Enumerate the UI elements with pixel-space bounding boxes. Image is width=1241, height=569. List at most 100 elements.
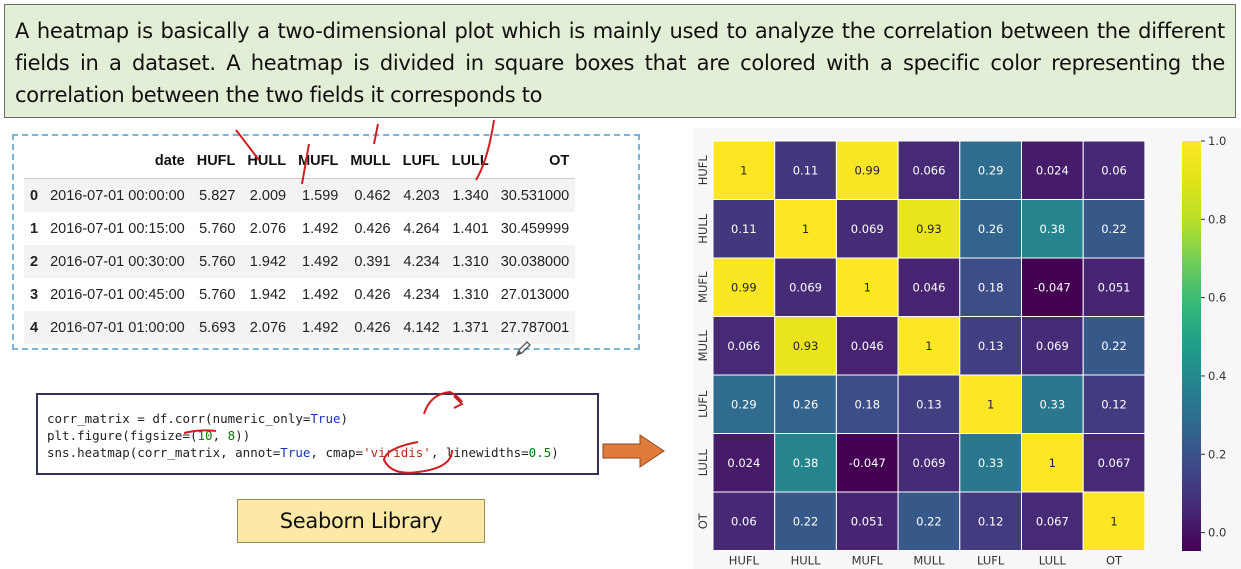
x-tick-label: MUFL	[852, 554, 884, 568]
table-cell: 2.076	[241, 311, 293, 344]
x-tick-label: HULL	[791, 554, 821, 568]
x-tick-label: HUFL	[729, 554, 760, 568]
cell-annotation: 0.12	[1101, 397, 1127, 411]
cell-annotation: 0.33	[1040, 397, 1066, 411]
table-cell: 1.492	[302, 220, 339, 237]
x-tick-label: LULL	[1039, 554, 1067, 568]
code-str: 'viridis'	[363, 445, 431, 460]
cell-annotation: 0.99	[731, 280, 757, 294]
code-line-2: plt.figure(figsize=(	[47, 428, 198, 443]
table-cell: 1.310	[445, 245, 495, 278]
heatmap-cell	[1021, 316, 1084, 376]
table-header-row: date HUFL HULL MUFL MULL LUFL LULL OT	[24, 148, 575, 179]
column-header: OT	[549, 153, 570, 169]
y-tick-label: LULL	[696, 449, 710, 477]
table-cell: 0.391	[344, 245, 397, 278]
heatmap-cell	[774, 199, 837, 259]
column-header: MULL	[350, 153, 391, 169]
cell-annotation: 0.069	[851, 222, 884, 236]
table-cell: 1.340	[445, 178, 495, 212]
cell-annotation: 0.11	[731, 222, 757, 236]
column-header	[24, 148, 44, 179]
table-cell: 2016-07-01 00:15:00	[50, 220, 185, 237]
table-cell: 4.264	[403, 220, 440, 237]
cell-annotation: 0.93	[916, 222, 942, 236]
cell-annotation: 0.13	[916, 397, 942, 411]
heatmap-cell	[1021, 491, 1084, 551]
code-span: )	[340, 411, 349, 426]
label-text: Seaborn Library	[279, 509, 443, 533]
row-index: 2	[24, 245, 45, 278]
code-span: , cmap=	[310, 445, 364, 460]
code-kw: True	[310, 411, 341, 426]
colorbar-tick-label: 0.8	[1208, 212, 1226, 226]
column-header: LUFL	[402, 153, 440, 169]
heatmap-cell	[1082, 257, 1146, 317]
cell-annotation: 1	[740, 163, 747, 177]
code-span: )	[551, 445, 559, 460]
heatmap-cell	[835, 140, 899, 200]
pencil-icon	[515, 341, 531, 357]
heatmap-cell	[959, 374, 1022, 434]
banner-text: A heatmap is basically a two-dimensional…	[15, 19, 1225, 107]
y-tick-label: MUFL	[696, 271, 710, 303]
colorbar	[1182, 141, 1201, 551]
table-cell: 1.310	[452, 286, 489, 303]
cell-annotation: 1	[987, 397, 994, 411]
heatmap-cell	[1021, 374, 1084, 434]
table-cell: 2016-07-01 01:00:00	[44, 311, 191, 344]
cell-annotation: 0.29	[978, 163, 1004, 177]
heatmap-cell	[712, 433, 776, 493]
heatmap-cell	[959, 433, 1022, 493]
cell-annotation: 0.99	[854, 163, 880, 177]
column-header: date	[154, 153, 185, 169]
x-tick-label: LUFL	[977, 554, 1005, 568]
code-num: 10	[197, 428, 213, 443]
correlation-heatmap: 1 0.11 0.99 0.066 0.29 0.024 0.06 0.11 1 0.069 0.9…	[696, 134, 1226, 568]
heatmap-cell	[774, 491, 837, 551]
cell-annotation: 0.024	[1036, 163, 1069, 177]
table-cell: 4.234	[396, 245, 446, 278]
table-cell: 1.371	[445, 311, 495, 344]
cell-annotation: 0.046	[912, 280, 945, 294]
code-span: ,	[212, 428, 228, 443]
table-cell: 30.038000	[494, 245, 576, 278]
table-cell: 1.942	[249, 286, 287, 303]
heatmap-cell	[897, 257, 961, 317]
table-cell: 30.459999	[500, 220, 570, 237]
code-num: 0.5	[528, 445, 552, 460]
table-row: 3 2016-07-01 00:45:00 5.760 1.942 1.492 0.426…	[24, 278, 575, 311]
code-text: corr_matrix = df.corr(numeric_only=True)…	[47, 410, 559, 461]
colorbar-tick-label: 0.0	[1208, 526, 1226, 540]
code-kw: True	[280, 445, 311, 460]
y-tick-label: MULL	[696, 330, 710, 362]
heatmap-cell	[774, 140, 837, 200]
cell-annotation: 0.067	[1036, 514, 1069, 528]
column-header: HULL	[247, 153, 287, 169]
cell-annotation: 0.22	[916, 514, 942, 528]
table-cell: 5.693	[190, 311, 242, 344]
heatmap-cell	[774, 374, 837, 434]
row-index: 3	[30, 286, 39, 303]
cell-annotation: 0.067	[1098, 456, 1131, 470]
cell-annotation: 0.29	[731, 397, 757, 411]
table-cell: 4.234	[403, 286, 440, 303]
table-cell: 1.492	[292, 311, 345, 344]
cell-annotation: 0.18	[978, 280, 1004, 294]
cell-annotation: 0.33	[978, 456, 1004, 470]
table-cell: 4.142	[396, 311, 446, 344]
cell-annotation: -0.047	[1034, 280, 1071, 294]
dataframe-table: date HUFL HULL MUFL MULL LUFL LULL OT 0 2016-07-…	[24, 148, 576, 344]
table-row: 4 2016-07-01 01:00:00 5.693 2.076 1.492 0.426…	[24, 311, 576, 344]
table-cell: 2.009	[241, 178, 293, 212]
cell-annotation: -0.047	[849, 456, 886, 470]
cell-annotation: 0.22	[1101, 222, 1127, 236]
column-header: LULL	[451, 153, 489, 169]
cell-annotation: 0.11	[793, 163, 819, 177]
table-cell: 5.827	[190, 178, 242, 212]
cell-annotation: 0.22	[793, 514, 819, 528]
heatmap-cell	[959, 140, 1022, 200]
heatmap-cell	[897, 491, 961, 551]
table-cell: 5.760	[190, 245, 242, 278]
heatmap-cell	[1082, 316, 1146, 376]
